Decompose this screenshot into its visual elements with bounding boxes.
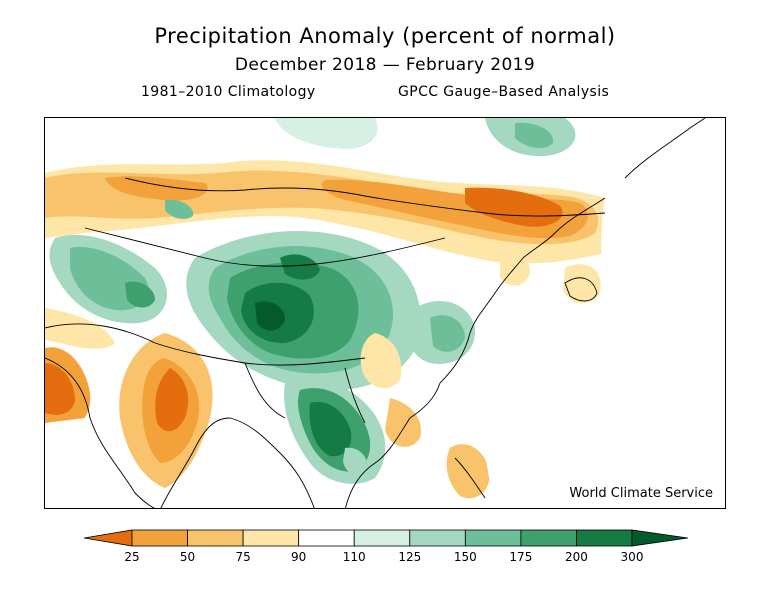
climatology-label: 1981–2010 Climatology	[141, 84, 316, 100]
legend-swatch	[242, 529, 300, 547]
analysis-label: GPCC Gauge–Based Analysis	[398, 84, 610, 100]
legend-colorbar	[84, 529, 688, 547]
legend-tick-label: 200	[564, 550, 588, 564]
legend-swatch	[187, 529, 244, 547]
legend-tick-label: 50	[179, 550, 196, 564]
legend-tick-label: 110	[342, 550, 366, 564]
legend-swatch	[576, 529, 633, 547]
credit-label: World Climate Service	[569, 486, 713, 501]
color-legend: 25 50 75 90 110 125 150 175 200 300	[84, 528, 688, 578]
legend-tick-label: 75	[235, 550, 251, 564]
map-title: Precipitation Anomaly (percent of normal…	[154, 24, 616, 48]
legend-tick-label: 150	[453, 550, 477, 564]
legend-tick-label: 175	[509, 550, 533, 564]
legend-swatch	[131, 529, 188, 547]
legend-tick-label: 300	[620, 550, 644, 564]
precipitation-map: World Climate Service	[44, 117, 726, 509]
legend-tick-label: 90	[291, 550, 307, 564]
legend-swatch	[464, 529, 522, 547]
legend-tick-label: 125	[398, 550, 422, 564]
legend-swatch-low	[84, 529, 133, 547]
legend-swatch	[520, 529, 577, 547]
map-period: December 2018 — February 2019	[234, 55, 536, 75]
legend-swatch	[409, 529, 466, 547]
legend-swatch	[298, 529, 355, 547]
legend-swatch	[353, 529, 411, 547]
legend-tick-label: 25	[124, 550, 140, 564]
legend-swatch-high	[631, 529, 688, 547]
map-canvas	[45, 118, 725, 508]
